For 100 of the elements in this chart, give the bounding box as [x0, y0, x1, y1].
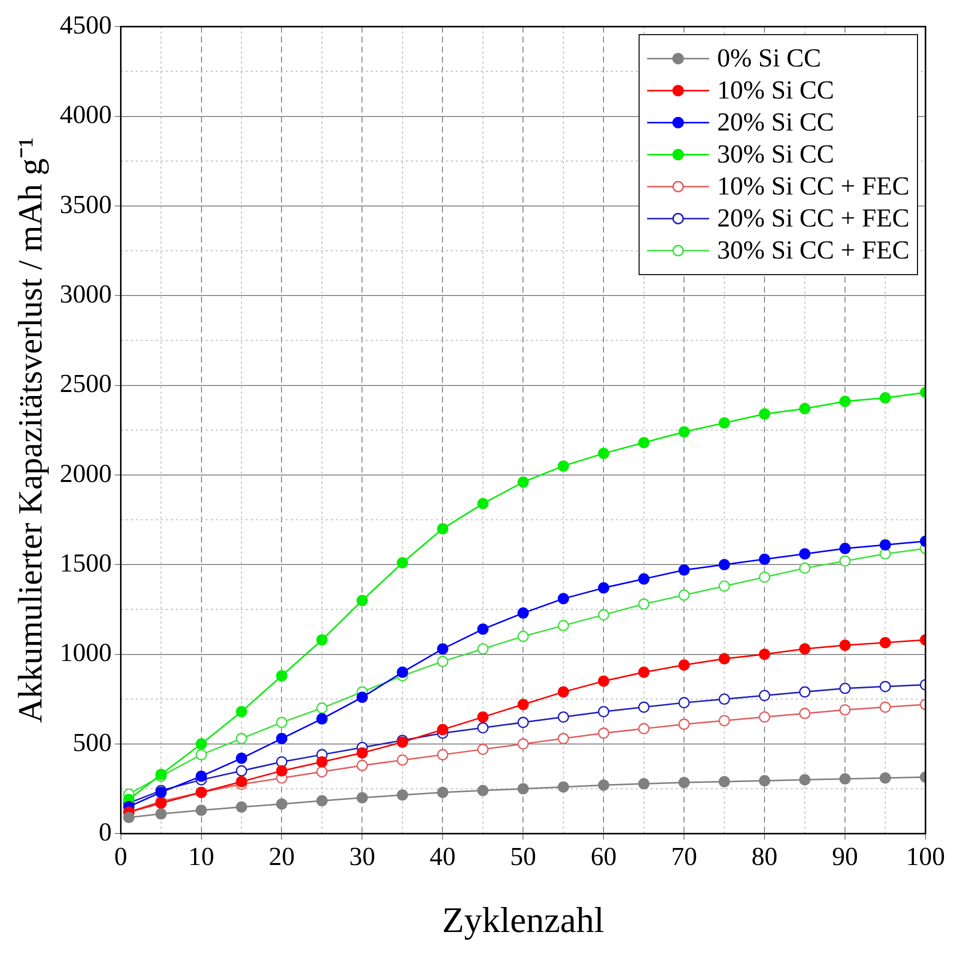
- point: [678, 426, 690, 438]
- point: [236, 776, 248, 788]
- legend-label: 0% Si CC: [717, 43, 822, 72]
- point: [678, 589, 690, 601]
- point: [396, 754, 408, 766]
- point: [518, 607, 529, 619]
- point: [758, 572, 770, 583]
- point: [276, 670, 288, 682]
- point: [477, 643, 489, 655]
- point: [196, 770, 207, 782]
- point: [758, 711, 770, 723]
- point: [276, 765, 288, 776]
- point: [437, 786, 448, 798]
- point: [839, 542, 851, 554]
- point: [598, 780, 610, 791]
- y-tick-label: 500: [72, 728, 112, 757]
- y-tick-label: 0: [98, 817, 112, 846]
- point: [236, 801, 248, 813]
- point: [396, 666, 408, 678]
- point: [880, 548, 891, 560]
- legend-label: 10% Si CC: [717, 75, 834, 104]
- y-axis-title: Akkumulierter Kapazitätsverlust / mAh g⁻¹: [12, 137, 50, 724]
- point: [758, 690, 770, 702]
- point: [477, 711, 489, 723]
- point: [196, 804, 207, 816]
- point: [718, 558, 730, 570]
- point: [437, 656, 448, 668]
- point: [316, 702, 328, 714]
- point: [558, 460, 570, 472]
- point: [758, 648, 770, 660]
- point: [437, 643, 448, 655]
- point: [598, 448, 610, 460]
- point: [718, 653, 730, 664]
- point: [518, 738, 529, 750]
- point: [718, 693, 730, 705]
- point: [356, 692, 368, 703]
- point: [880, 702, 891, 713]
- x-tick-label: 100: [906, 842, 945, 872]
- point: [839, 555, 851, 567]
- y-tick-label: 3000: [60, 279, 112, 308]
- point: [276, 798, 288, 810]
- point: [678, 659, 690, 671]
- x-tick-label: 80: [752, 842, 778, 872]
- point: [558, 593, 570, 604]
- point: [155, 808, 167, 820]
- x-tick-label: 90: [832, 842, 858, 872]
- point: [356, 594, 368, 606]
- point: [880, 392, 891, 404]
- y-tick-label: 1000: [60, 638, 112, 668]
- point: [598, 728, 610, 739]
- point: [638, 723, 650, 734]
- point: [799, 774, 810, 786]
- point: [477, 498, 489, 510]
- y-tick-label: 2500: [60, 369, 112, 398]
- point: [518, 698, 529, 710]
- point: [558, 781, 570, 793]
- point: [718, 776, 730, 788]
- point: [196, 749, 207, 760]
- point: [396, 789, 408, 801]
- point: [839, 396, 851, 408]
- point: [396, 557, 408, 568]
- point: [638, 702, 650, 713]
- point: [638, 437, 650, 448]
- point: [598, 676, 610, 687]
- point: [799, 402, 810, 414]
- point: [276, 756, 288, 768]
- point: [638, 666, 650, 678]
- point: [437, 724, 448, 736]
- point: [123, 812, 134, 824]
- point: [558, 732, 570, 744]
- y-tick-label: 3500: [60, 190, 112, 219]
- point: [316, 766, 328, 778]
- point: [718, 417, 730, 429]
- point: [799, 562, 810, 574]
- point: [276, 716, 288, 728]
- legend-label: 30% Si CC + FEC: [717, 235, 910, 264]
- x-tick-label: 70: [671, 842, 698, 872]
- legend-label: 20% Si CC: [717, 107, 834, 136]
- point: [880, 539, 891, 551]
- x-tick-label: 10: [188, 842, 214, 872]
- point: [316, 634, 328, 646]
- x-tick-label: 60: [590, 842, 617, 872]
- point: [718, 580, 730, 592]
- x-tick-label: 20: [268, 842, 295, 872]
- point: [758, 554, 770, 565]
- point: [477, 624, 489, 635]
- point: [316, 795, 328, 806]
- x-tick-label: 40: [430, 842, 456, 872]
- point: [638, 778, 650, 790]
- point: [638, 598, 650, 610]
- y-tick-label: 4500: [60, 10, 112, 40]
- point: [799, 708, 810, 720]
- point: [316, 713, 328, 724]
- y-tick-label: 4000: [60, 100, 112, 130]
- point: [839, 682, 851, 694]
- x-axis-title: Zyklenzahl: [442, 900, 604, 940]
- point: [799, 643, 810, 655]
- point: [839, 640, 851, 651]
- point: [880, 636, 891, 648]
- legend-label: 20% Si CC + FEC: [717, 203, 910, 232]
